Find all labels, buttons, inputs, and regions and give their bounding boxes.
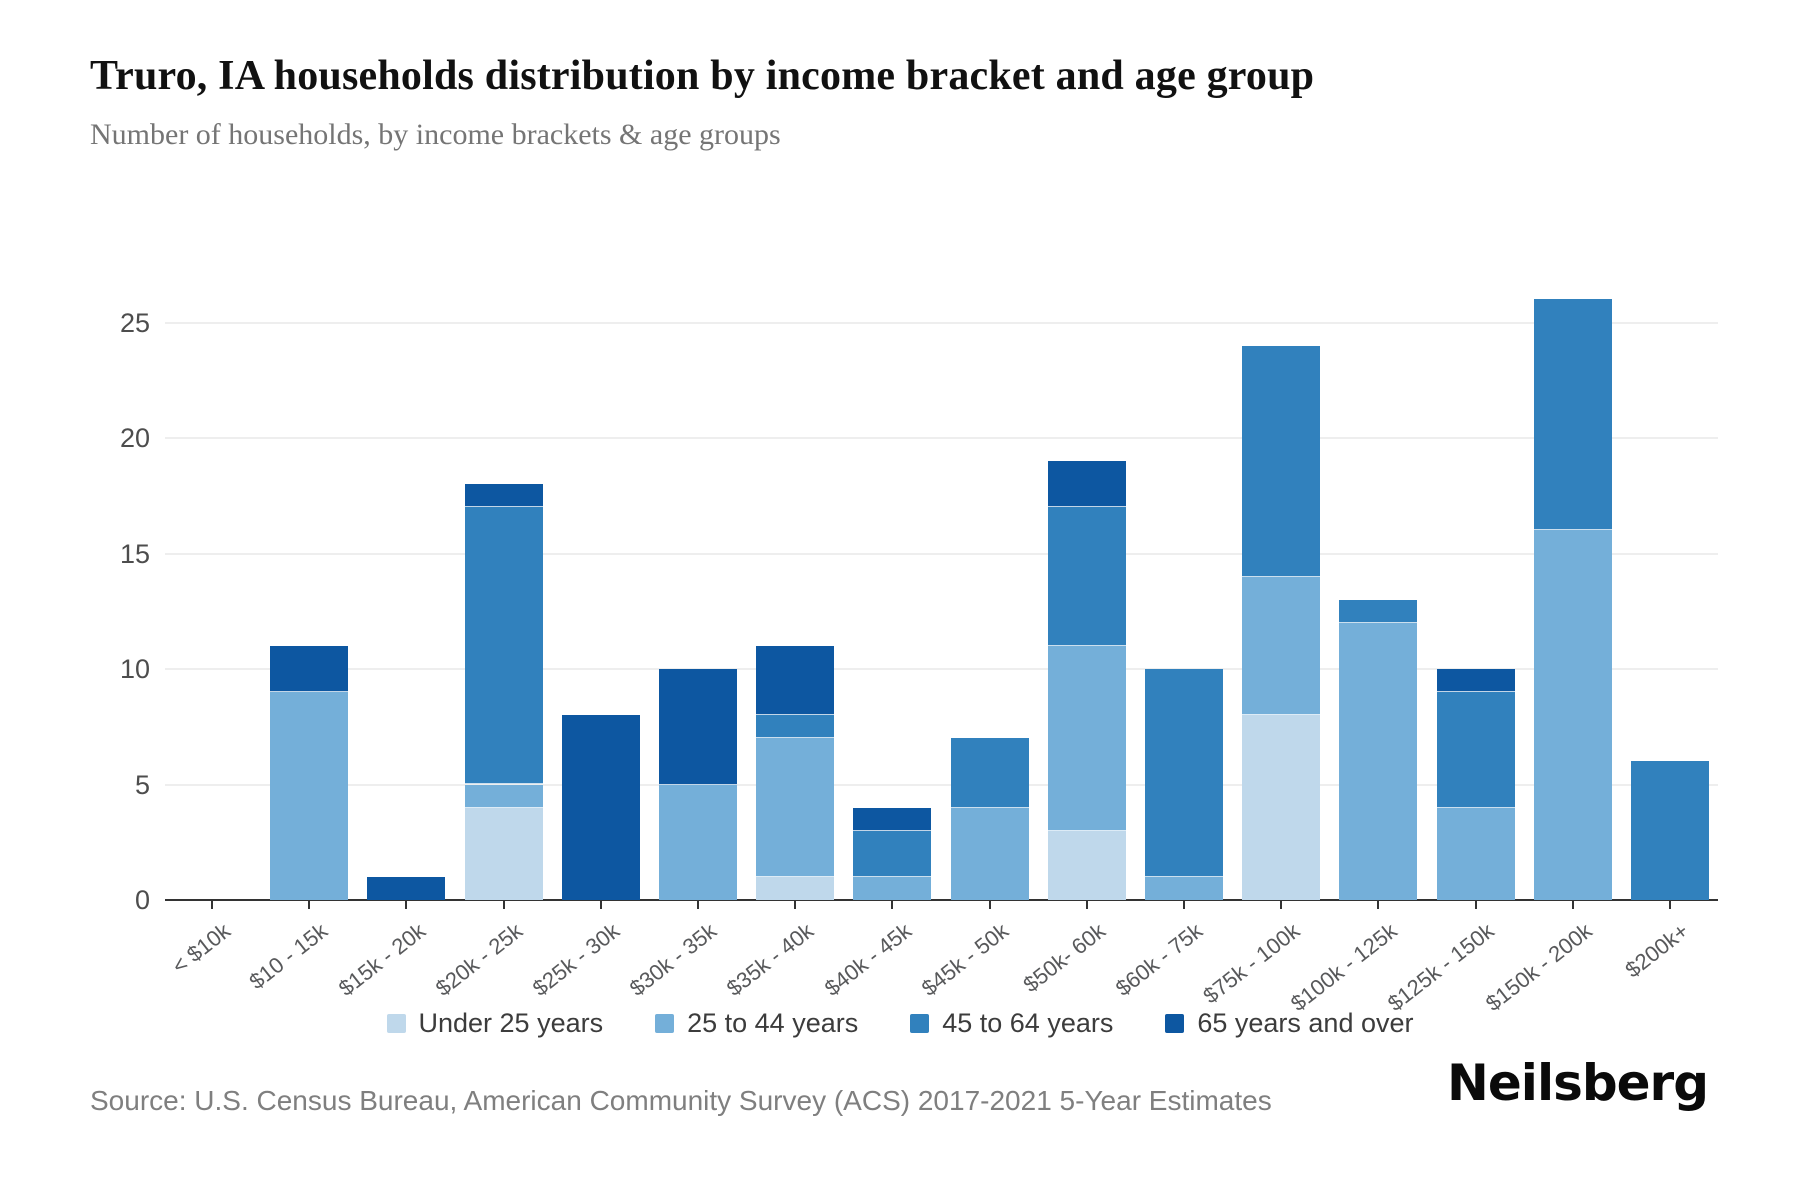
x-axis-category-label: $15k - 20k [333,918,430,1001]
x-axis-tick [1669,901,1671,909]
x-axis-category-label: $10 - 15k [244,918,333,995]
x-axis-tick [1571,901,1574,909]
bar-segment-65-years-and-over[interactable] [270,645,349,693]
y-axis-tick-label: 5 [134,769,150,800]
bar-segment-45-to-64-years[interactable] [1242,345,1321,577]
legend-label: 45 to 64 years [942,1007,1114,1038]
legend-swatch [386,1013,406,1033]
x-axis-category-label: $125k - 150k [1383,918,1500,1017]
source-note: Source: U.S. Census Bureau, American Com… [90,1085,1272,1116]
bar-segment-25-to-44-years[interactable] [1339,622,1418,900]
chart-subtitle: Number of households, by income brackets… [90,118,781,151]
legend-item-65-years-and-over[interactable]: 65 years and over [1165,1007,1414,1039]
x-axis-category-label: $20k - 25k [430,918,528,1001]
gridline [165,437,1718,439]
bar-segment-25-to-44-years[interactable] [1047,645,1126,831]
bar-segment-65-years-and-over[interactable] [756,645,835,716]
legend-item-45-to-64-years[interactable]: 45 to 64 years [910,1008,1113,1039]
bar-segment-45-to-64-years[interactable] [853,830,932,877]
legend-swatch [655,1013,675,1033]
x-axis-line [165,899,1718,901]
x-axis-tick [1183,901,1185,909]
bar-segment-25-to-44-years[interactable] [1533,530,1612,900]
x-axis-category-label: $150k - 200k [1480,918,1597,1017]
neilsberg-logo: Neilsberg [1447,1054,1709,1112]
legend-label: Under 25 years [418,1007,604,1038]
y-axis-tick-label: 25 [119,307,150,338]
page-title: Truro, IA households distribution by inc… [90,53,1315,99]
x-axis-tick [794,901,797,909]
x-axis-tick [599,901,602,909]
legend-swatch [1165,1013,1185,1033]
bar-segment-45-to-64-years[interactable] [1436,692,1515,808]
bar-segment-45-to-64-years[interactable] [1631,761,1709,900]
y-axis-tick-label: 0 [134,885,150,915]
bar-segment-45-to-64-years[interactable] [756,715,835,739]
bar-segment-65-years-and-over[interactable] [1047,461,1126,508]
x-axis-category-label: $25k - 30k [527,918,625,1001]
gridline [165,783,1718,786]
x-axis-tick [1377,901,1380,909]
y-axis-tick-label: 20 [119,423,150,453]
x-axis-tick [891,901,894,909]
bar-segment-under-25-years[interactable] [464,807,543,900]
x-axis-category-label: $200k+ [1620,918,1694,983]
bar-segment-25-to-44-years[interactable] [756,738,835,877]
bar-segment-25-to-44-years[interactable] [853,876,932,900]
bar-segment-65-years-and-over[interactable] [561,715,640,900]
legend-item-25-to-44-years[interactable]: 25 to 44 years [655,1008,858,1039]
bar-segment-45-to-64-years[interactable] [1047,507,1126,646]
x-axis-tick [308,901,311,909]
gridline [165,321,1718,324]
bar-segment-under-25-years[interactable] [1047,830,1126,900]
bar-segment-25-to-44-years[interactable] [950,807,1029,900]
bar-segment-25-to-44-years[interactable] [659,784,737,900]
x-axis-category-label: $35k - 40k [722,918,819,1001]
x-axis-category-label: $40k - 45k [819,918,916,1001]
x-axis-category-label: $45k - 50k [916,918,1014,1001]
legend-label: 25 to 44 years [687,1007,859,1038]
legend-label: 65 years and over [1197,1007,1414,1038]
bar-segment-65-years-and-over[interactable] [659,669,737,785]
x-axis-category-label: < $10k [167,918,236,979]
x-axis-category-label: $30k - 35k [625,918,722,1001]
bar-segment-25-to-44-years[interactable] [1145,876,1223,900]
x-axis-category-label: $60k - 75k [1111,918,1208,1001]
gridline [165,668,1718,670]
x-axis-tick [697,901,699,909]
y-axis-tick-label: 15 [119,538,150,569]
x-axis-category-label: $100k - 125k [1286,918,1402,1017]
bar-segment-65-years-and-over[interactable] [1436,669,1515,693]
x-axis-tick [405,901,408,909]
bar-segment-under-25-years[interactable] [756,876,835,900]
bar-segment-45-to-64-years[interactable] [950,738,1029,808]
bar-segment-25-to-44-years[interactable] [464,784,543,808]
y-axis-tick-label: 10 [119,654,150,684]
x-axis-tick [502,901,505,909]
x-axis-tick [1085,901,1088,909]
bar-segment-25-to-44-years[interactable] [1242,576,1321,716]
bar-segment-25-to-44-years[interactable] [1436,807,1515,900]
bar-segment-65-years-and-over[interactable] [853,807,932,831]
bar-segment-45-to-64-years[interactable] [1145,669,1223,877]
x-axis-tick [211,901,213,909]
bar-segment-45-to-64-years[interactable] [1533,299,1612,531]
bar-segment-45-to-64-years[interactable] [1339,599,1418,623]
x-axis-tick [988,901,991,909]
chart-legend: Under 25 years 25 to 44 years 45 to 64 yea… [0,1003,1800,1043]
x-axis-category-label: $50k- 60k [1018,918,1111,998]
legend-swatch [910,1013,930,1033]
bar-segment-45-to-64-years[interactable] [464,507,543,785]
bar-segment-65-years-and-over[interactable] [464,484,543,508]
bar-segment-under-25-years[interactable] [1242,715,1321,900]
x-axis-tick [1474,901,1477,909]
legend-item-under-25-years[interactable]: Under 25 years [386,1007,604,1039]
bar-segment-65-years-and-over[interactable] [367,876,446,900]
bar-segment-25-to-44-years[interactable] [270,692,349,900]
gridline [165,552,1718,555]
x-axis-tick [1280,901,1283,909]
